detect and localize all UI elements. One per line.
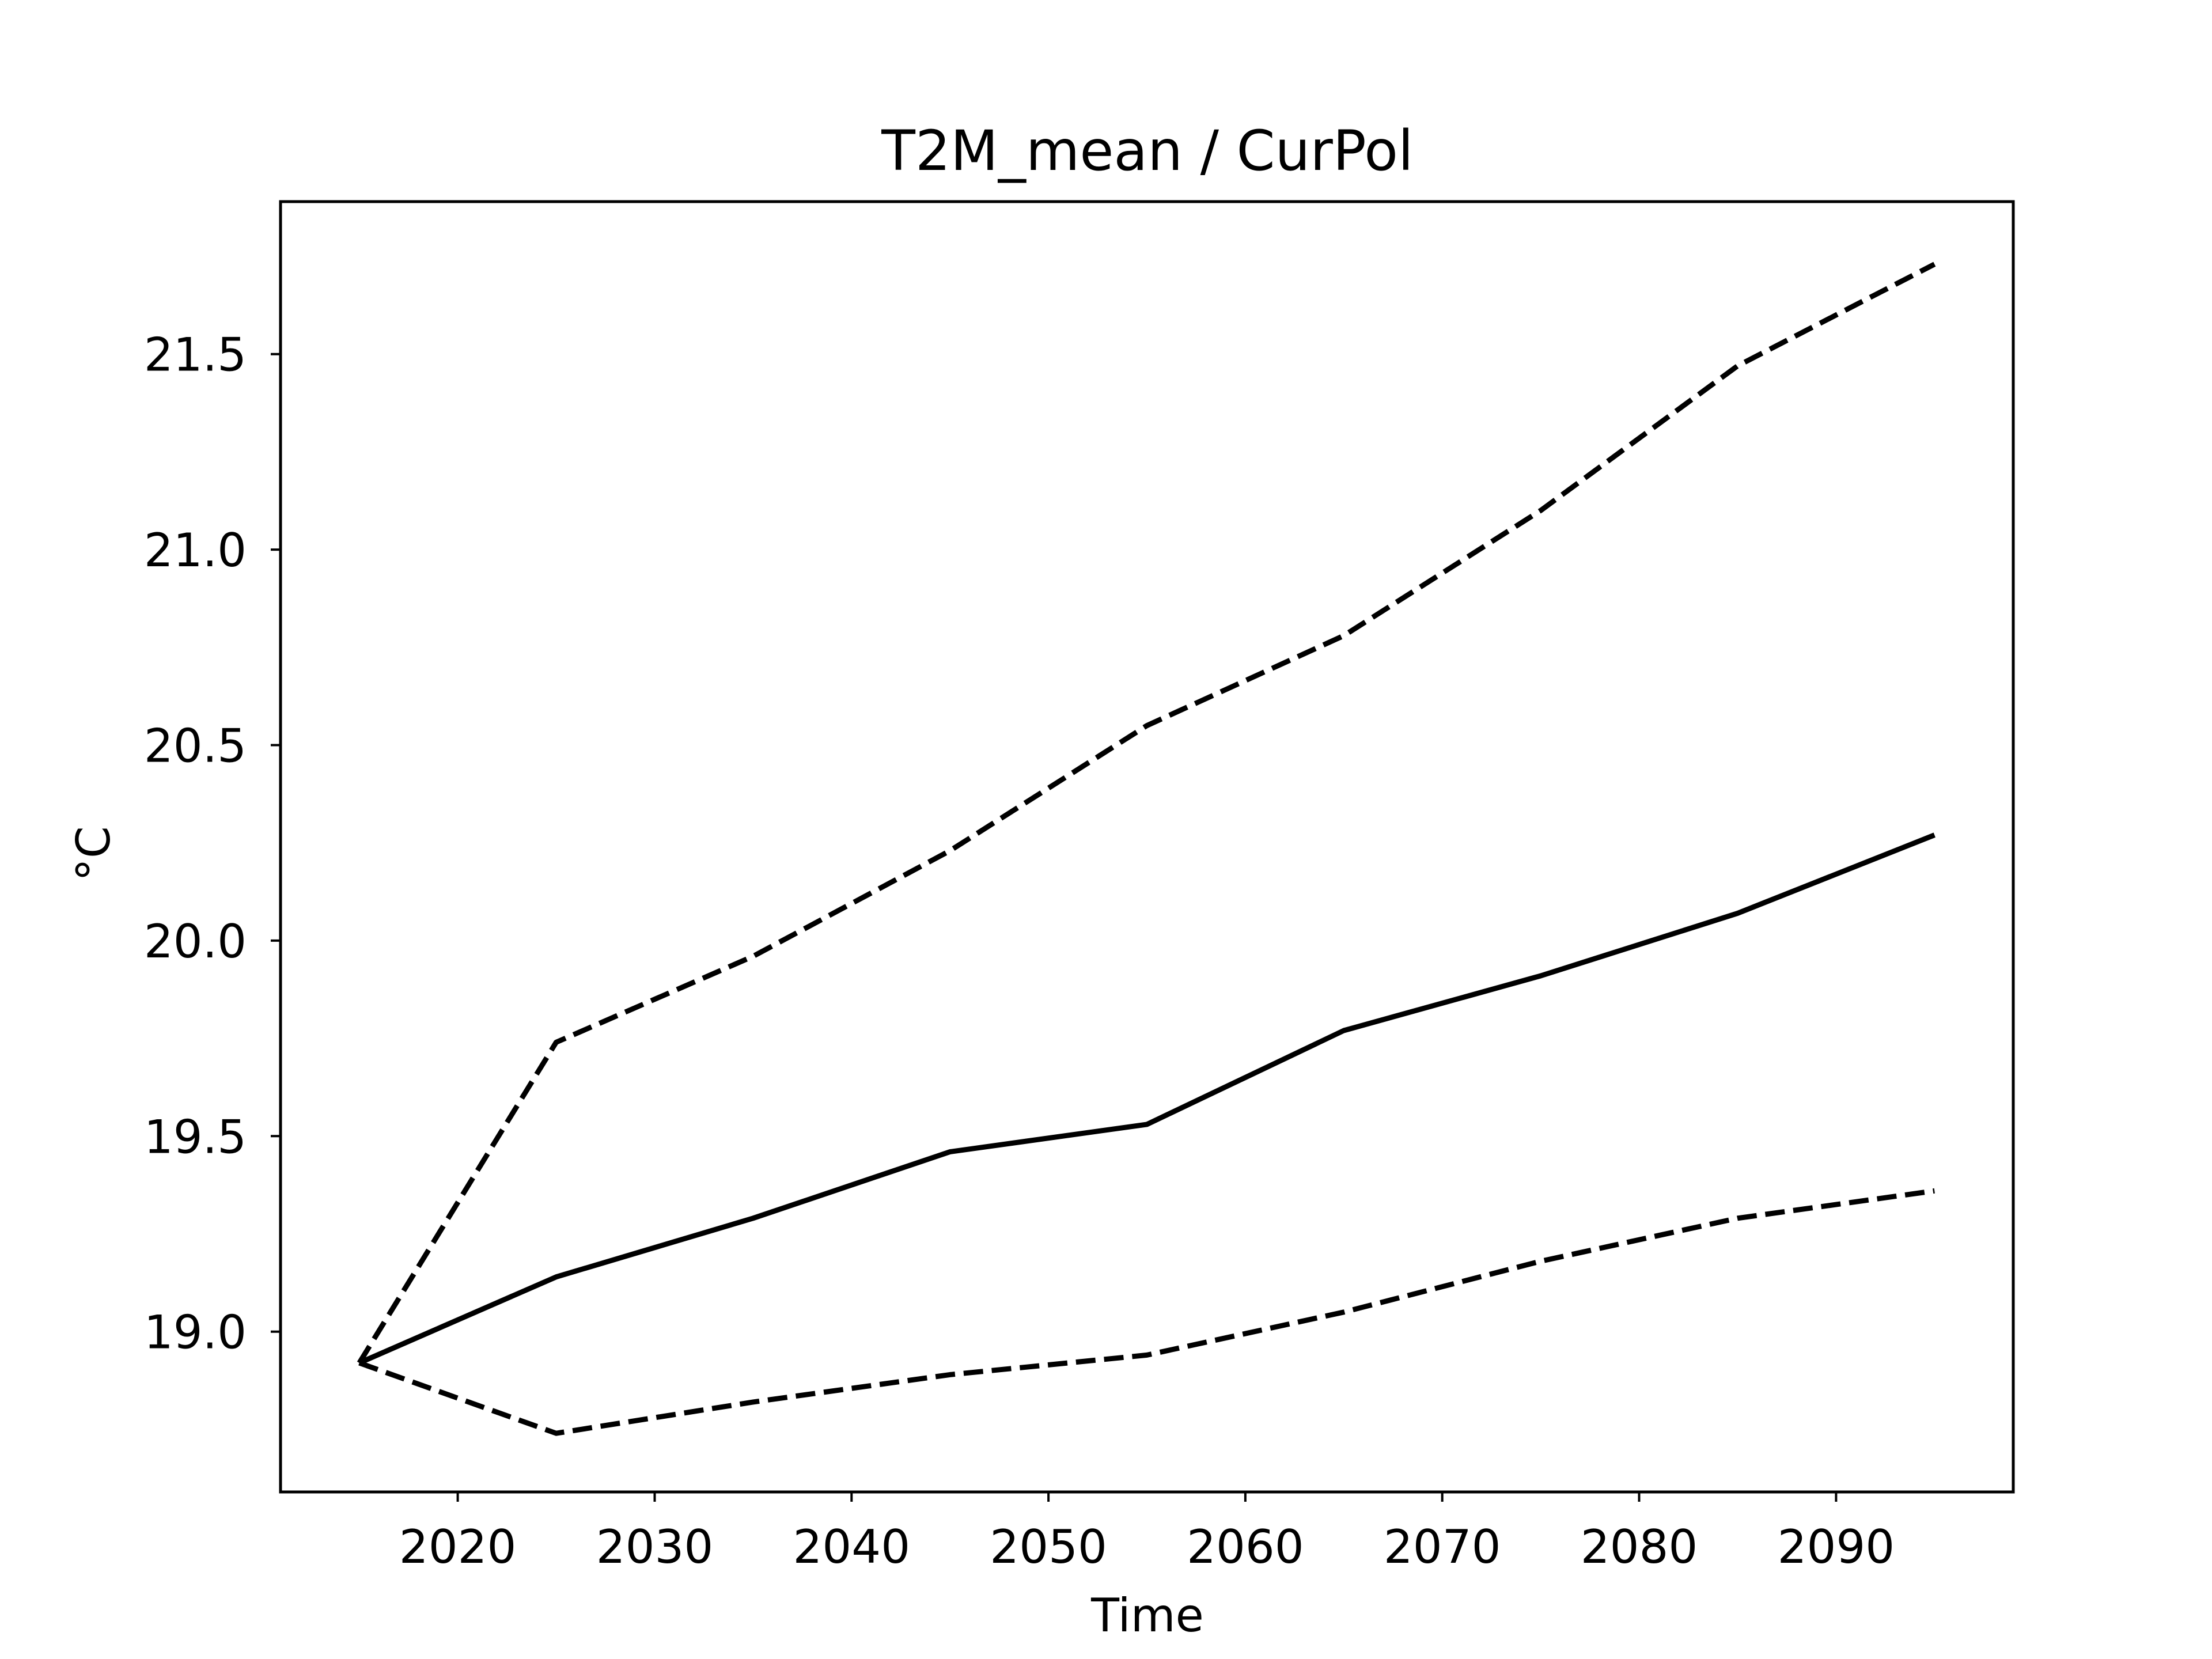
- chart-title: T2M_mean / CurPol: [881, 119, 1413, 183]
- series-line-3: [358, 1188, 1935, 1436]
- x-tick-label: 2020: [399, 1520, 517, 1574]
- tick-layer: 2020 2030 2040 2050 2060 2070 2080 2090 19.0 19.5…: [144, 328, 1895, 1574]
- x-tick-label: 2040: [793, 1520, 911, 1574]
- series-line-2: [358, 832, 1936, 1366]
- x-tick-label: 2060: [1187, 1520, 1304, 1574]
- x-tick-label: 2030: [596, 1520, 714, 1574]
- y-tick-label: 20.5: [144, 719, 247, 773]
- x-tick-label: 2080: [1581, 1520, 1698, 1574]
- y-tick-label: 20.0: [144, 915, 247, 968]
- series-line-1: [357, 262, 1936, 1365]
- x-axis-label: Time: [1090, 1589, 1204, 1642]
- series-layer: [357, 262, 1936, 1436]
- y-axis-label: °C: [67, 826, 120, 881]
- x-tick-label: 2050: [990, 1520, 1107, 1574]
- plot-area-frame: [279, 200, 2015, 1494]
- y-tick-label: 21.5: [144, 328, 247, 382]
- y-tick-label: 19.5: [144, 1110, 247, 1164]
- x-tick-label: 2070: [1384, 1520, 1501, 1574]
- y-tick-label: 21.0: [144, 524, 247, 577]
- x-tick-label: 2090: [1778, 1520, 1895, 1574]
- y-tick-label: 19.0: [144, 1306, 247, 1359]
